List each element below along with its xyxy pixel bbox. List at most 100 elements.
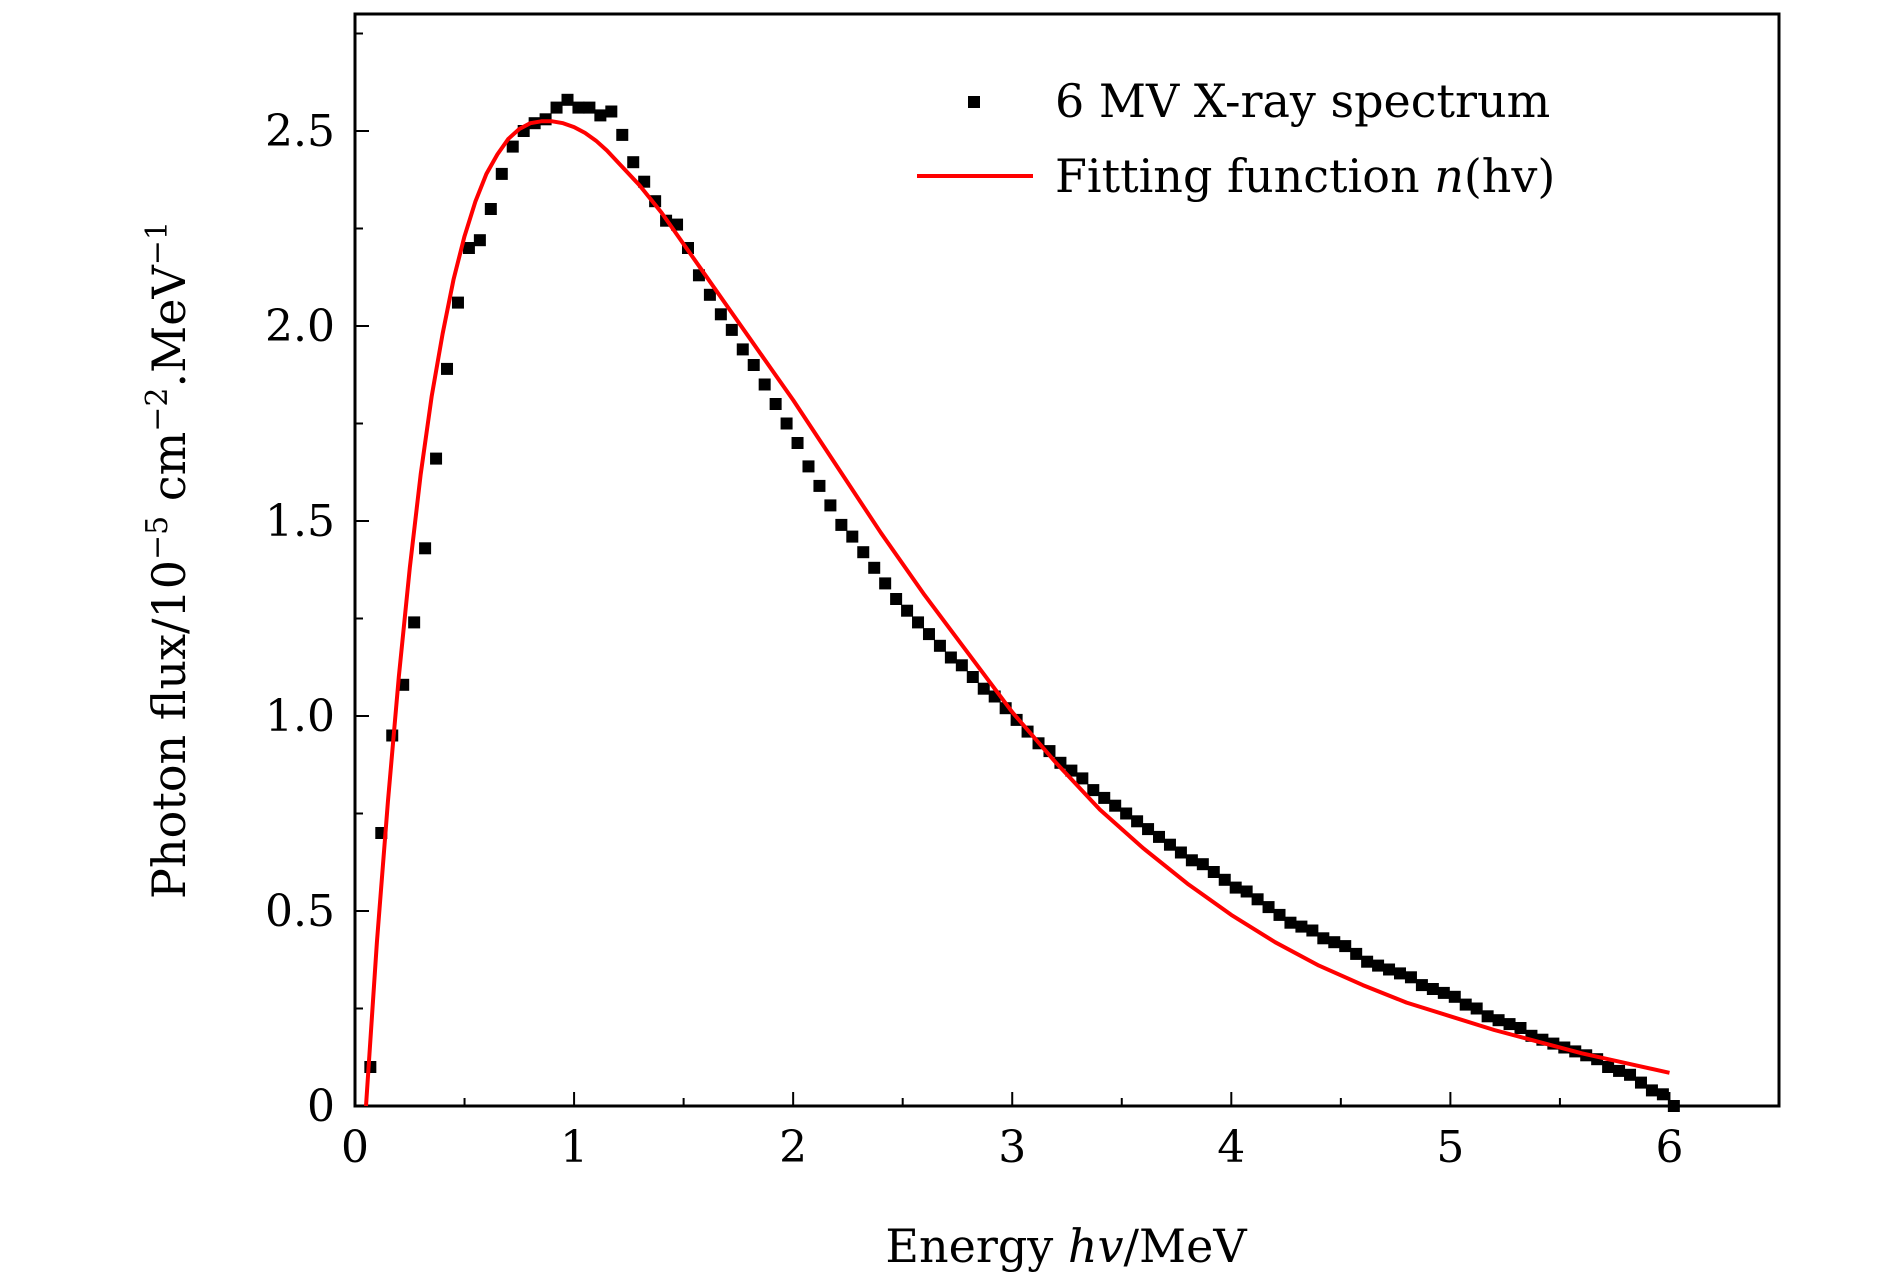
data-point xyxy=(1185,854,1198,867)
y-axis-title-end: .MeV xyxy=(142,265,196,388)
y-tick-label: 0.5 xyxy=(265,886,335,937)
data-point xyxy=(1361,955,1374,968)
data-point xyxy=(1624,1068,1637,1081)
data-point xyxy=(1492,1014,1505,1027)
y-tick-label: 2.5 xyxy=(265,106,335,157)
data-point xyxy=(747,359,760,371)
data-point xyxy=(1131,815,1144,828)
data-point xyxy=(1339,940,1352,953)
x-axis-title-suffix: /MeV xyxy=(1124,1219,1248,1273)
data-point xyxy=(1470,1002,1483,1015)
data-point xyxy=(922,628,935,641)
data-point xyxy=(1262,901,1275,914)
y-tick-label: 1.5 xyxy=(265,496,335,547)
x-tick-label: 6 xyxy=(1655,1122,1683,1173)
data-point xyxy=(725,323,738,336)
legend-label-line-prefix: Fitting function xyxy=(1055,149,1434,203)
data-point xyxy=(495,167,508,180)
data-point xyxy=(550,101,563,114)
data-point xyxy=(1459,998,1472,1011)
data-point xyxy=(441,362,454,375)
data-point xyxy=(1229,881,1242,894)
data-point xyxy=(977,682,990,695)
data-point xyxy=(408,616,421,629)
data-point xyxy=(1656,1088,1669,1101)
data-point xyxy=(1087,784,1100,797)
data-point xyxy=(1503,1018,1516,1031)
data-point xyxy=(1284,916,1297,929)
y-axis-title: Photon flux/10−5 cm−2.MeV−1 xyxy=(140,221,196,899)
data-point xyxy=(1196,858,1209,871)
data-point xyxy=(451,296,464,309)
y-tick-label: 1.0 xyxy=(265,691,335,742)
legend-label-line: Fitting function n(hv) xyxy=(1055,149,1555,203)
data-point xyxy=(1415,979,1428,992)
data-point xyxy=(1153,830,1166,843)
data-point xyxy=(780,417,793,430)
data-point xyxy=(462,242,475,254)
y-tick-label: 2.0 xyxy=(265,301,335,352)
y-tick-labels: 0 0.5 1.0 1.5 2.0 2.5 xyxy=(265,106,335,1132)
data-point xyxy=(758,378,771,391)
data-point xyxy=(561,93,574,106)
data-point xyxy=(1109,799,1122,812)
data-point xyxy=(1306,924,1319,937)
legend-label-scatter: 6 MV X-ray spectrum xyxy=(1055,74,1550,128)
y-axis-title-sup1: −5 xyxy=(140,516,175,560)
data-point xyxy=(572,101,585,114)
data-point xyxy=(1350,947,1363,960)
data-point xyxy=(1404,971,1417,984)
x-tick-label: 0 xyxy=(341,1122,369,1173)
x-tick-label: 2 xyxy=(779,1122,807,1173)
data-point xyxy=(605,105,618,118)
data-point xyxy=(1645,1084,1658,1097)
data-point xyxy=(1426,983,1439,995)
data-point xyxy=(933,639,946,652)
data-point xyxy=(419,542,432,555)
data-point xyxy=(473,234,486,247)
data-point xyxy=(846,530,859,543)
data-point xyxy=(791,437,804,449)
data-point xyxy=(868,561,881,574)
y-axis-title-sup3: −1 xyxy=(140,221,175,265)
data-point xyxy=(1393,967,1406,980)
data-point xyxy=(583,101,596,114)
data-point xyxy=(912,616,925,629)
data-point xyxy=(1437,986,1450,999)
legend-marker-scatter xyxy=(968,96,980,108)
data-point xyxy=(1120,807,1133,820)
data-point xyxy=(901,604,914,617)
x-axis-title-italic: hv xyxy=(1068,1219,1124,1273)
plot-frame xyxy=(353,12,1781,1108)
data-point xyxy=(1273,908,1286,921)
data-point xyxy=(879,577,892,590)
data-point xyxy=(616,128,629,141)
data-point xyxy=(1098,791,1111,804)
data-point xyxy=(813,479,826,492)
data-point xyxy=(1372,959,1385,972)
x-tick-label: 3 xyxy=(998,1122,1026,1173)
data-point xyxy=(944,651,957,664)
data-point xyxy=(1240,885,1253,898)
data-point xyxy=(1448,990,1461,1003)
data-point xyxy=(1667,1100,1680,1112)
data-point xyxy=(769,398,782,410)
data-point xyxy=(506,140,519,153)
data-point xyxy=(1602,1061,1615,1073)
data-point xyxy=(1481,1010,1494,1023)
data-point xyxy=(835,518,848,531)
data-point xyxy=(1207,866,1220,878)
data-point xyxy=(594,109,607,122)
data-point xyxy=(1142,823,1155,836)
fit-line xyxy=(364,119,1670,1107)
y-axis-title-main: Photon flux/10 xyxy=(142,560,196,899)
data-point xyxy=(1613,1064,1626,1077)
data-point xyxy=(1163,838,1176,851)
data-point xyxy=(484,203,497,215)
data-point xyxy=(1328,936,1341,949)
data-point xyxy=(736,343,749,356)
data-point xyxy=(1383,963,1396,976)
x-axis-title: Energy hv/MeV xyxy=(885,1219,1247,1273)
data-point xyxy=(802,460,815,473)
x-tick-label: 5 xyxy=(1436,1122,1464,1173)
